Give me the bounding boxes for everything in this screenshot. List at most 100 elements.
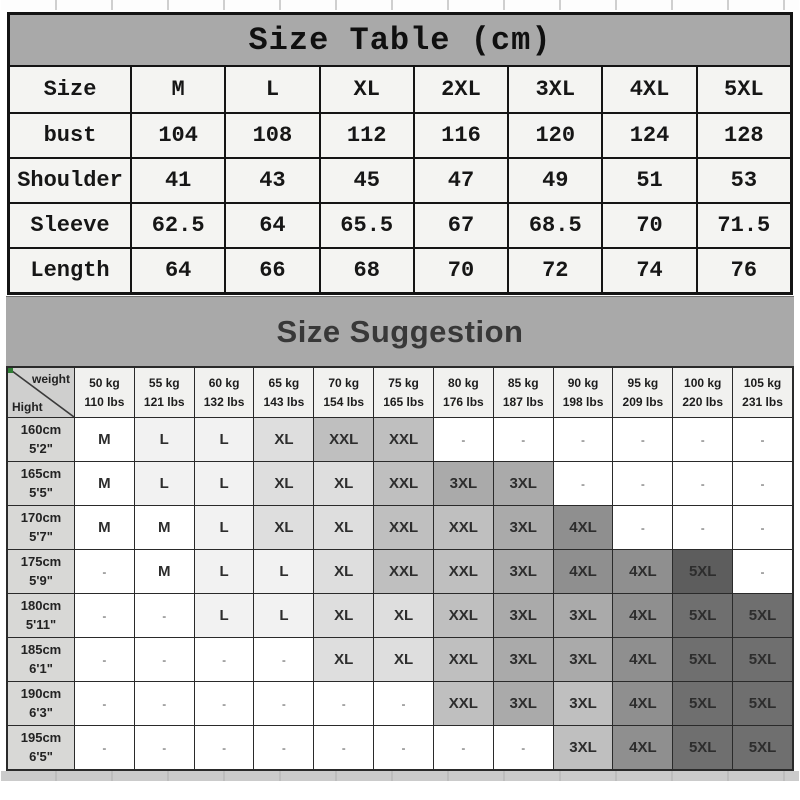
size-suggestion-cell: - <box>74 682 134 725</box>
weight-kg-label: 65 kg <box>268 375 300 390</box>
weight-header-cell: 55 kg 121 lbs <box>133 368 194 417</box>
size-suggestion-cell: 3XL <box>492 594 553 637</box>
size-suggestion-cell: XL <box>373 638 433 681</box>
size-suggestion-cell: L <box>193 418 254 461</box>
size-suggestion-cell: 3XL <box>552 638 613 681</box>
size-suggestion-cell: 3XL <box>552 594 613 637</box>
size-suggestion-cell: XXL <box>313 418 374 461</box>
size-suggestion-cell: L <box>133 418 194 461</box>
size-suggestion-cell: XL <box>313 638 374 681</box>
weight-header-cell: 100 kg 220 lbs <box>672 368 733 417</box>
height-cm-label: 195cm <box>20 729 62 745</box>
suggestion-row: 180cm 5'11" - - L L XL XL XXL 3XL 3XL 4XL 5XL 5XL <box>8 593 792 637</box>
weight-lbs-label: 132 lbs <box>203 394 245 409</box>
size-suggestion-cell: - <box>732 506 792 549</box>
size-table-row: Shoulder 41 43 45 47 49 51 53 <box>10 157 790 202</box>
height-ft-label: 6'3" <box>29 704 53 720</box>
size-table-value-cell: XL <box>318 67 413 112</box>
size-table-row: Size M L XL 2XL 3XL 4XL 5XL <box>10 67 790 112</box>
size-suggestion-cell: 4XL <box>612 550 673 593</box>
size-suggestion-title: Size Suggestion <box>6 296 794 366</box>
size-suggestion-cell: 5XL <box>672 726 733 769</box>
size-table-value-cell: 62.5 <box>130 204 225 247</box>
weight-kg-label: 75 kg <box>388 375 419 390</box>
height-ft-label: 5'11" <box>25 616 57 632</box>
suggestion-row: 170cm 5'7" M M L XL XL XXL XXL 3XL 4XL - - - <box>8 505 792 549</box>
size-table-value-cell: 41 <box>130 159 225 202</box>
size-suggestion-cell: XXL <box>432 638 493 681</box>
suggestion-row: 160cm 5'2" M L L XL XXL XXL - - - - - - <box>8 417 792 461</box>
size-table-value-cell: 53 <box>695 159 790 202</box>
suggestion-row: 165cm 5'5" M L L XL XL XXL 3XL 3XL - - - - <box>8 461 792 505</box>
size-table: Size Table (cm) Size M L XL 2XL 3XL 4XL 5XL bust… <box>7 12 793 295</box>
size-table-title: Size Table (cm) <box>10 15 790 67</box>
weight-kg-label: 85 kg <box>507 375 539 390</box>
size-suggestion-cell: 4XL <box>552 550 613 593</box>
size-table-value-cell: 49 <box>507 159 602 202</box>
size-suggestion-cell: L <box>193 506 254 549</box>
size-suggestion-cell: 3XL <box>432 462 493 505</box>
weight-lbs-label: 209 lbs <box>622 394 664 409</box>
weight-kg-label: 50 kg <box>89 375 120 390</box>
height-cm-label: 180cm <box>20 597 62 613</box>
size-suggestion-cell: - <box>74 550 134 593</box>
size-table-value-cell: 51 <box>601 159 696 202</box>
size-suggestion-cell: XXL <box>373 550 433 593</box>
size-table-value-cell: 112 <box>318 114 413 157</box>
height-cm-label: 190cm <box>20 685 62 701</box>
size-suggestion-cell: 3XL <box>552 682 613 725</box>
height-header-cell: 195cm 6'5" <box>8 726 74 769</box>
size-suggestion-cell: - <box>432 726 493 769</box>
excel-corner-mark-icon <box>8 368 13 373</box>
size-table-value-cell: 68.5 <box>507 204 602 247</box>
size-suggestion-cell: - <box>612 506 673 549</box>
height-header-cell: 170cm 5'7" <box>8 506 74 549</box>
size-table-row: Length 64 66 68 70 72 74 76 <box>10 247 790 292</box>
size-table-value-cell: 43 <box>224 159 319 202</box>
size-suggestion-cell: - <box>672 506 733 549</box>
size-table-value-cell: 68 <box>318 249 413 292</box>
size-suggestion-cell: - <box>552 462 613 505</box>
size-table-row-label: Sleeve <box>10 204 130 247</box>
height-header-cell: 185cm 6'1" <box>8 638 74 681</box>
size-table-value-cell: M <box>130 67 225 112</box>
suggestion-header-row: weight Hight 50 kg 110 lbs 55 kg 121 lbs 60 … <box>8 368 792 417</box>
size-suggestion-cell: - <box>492 726 553 769</box>
size-suggestion-cell: 3XL <box>492 506 553 549</box>
size-suggestion-cell: - <box>672 462 733 505</box>
height-header-cell: 160cm 5'2" <box>8 418 74 461</box>
suggestion-row: 175cm 5'9" - M L L XL XXL XXL 3XL 4XL 4XL 5XL - <box>8 549 792 593</box>
size-suggestion-cell: L <box>253 594 314 637</box>
size-suggestion-cell: XL <box>253 418 314 461</box>
size-table-value-cell: 120 <box>507 114 602 157</box>
size-suggestion-cell: - <box>193 638 254 681</box>
weight-kg-label: 105 kg <box>743 375 782 390</box>
size-suggestion-cell: 3XL <box>492 682 553 725</box>
weight-kg-label: 80 kg <box>448 375 479 390</box>
size-suggestion-cell: 3XL <box>492 550 553 593</box>
height-cm-label: 175cm <box>20 553 62 569</box>
size-suggestion-cell: 5XL <box>732 594 792 637</box>
height-ft-label: 6'5" <box>29 748 53 764</box>
weight-lbs-label: 198 lbs <box>562 394 604 409</box>
size-suggestion-cell: - <box>432 418 493 461</box>
size-table-value-cell: 3XL <box>507 67 602 112</box>
weight-header-cell: 105 kg 231 lbs <box>732 368 792 417</box>
size-suggestion-cell: - <box>492 418 553 461</box>
height-header-cell: 165cm 5'5" <box>8 462 74 505</box>
size-suggestion-cell: - <box>193 726 254 769</box>
height-cm-label: 185cm <box>20 641 62 657</box>
size-table-value-cell: 64 <box>224 204 319 247</box>
weight-lbs-label: 176 lbs <box>443 394 484 409</box>
size-table-value-cell: 108 <box>224 114 319 157</box>
size-suggestion-cell: M <box>133 550 194 593</box>
weight-lbs-label: 187 lbs <box>502 394 544 409</box>
size-suggestion-cell: - <box>133 682 194 725</box>
corner-height-label: Hight <box>12 400 43 414</box>
size-suggestion-cell: XXL <box>432 550 493 593</box>
size-table-value-cell: 45 <box>318 159 413 202</box>
size-suggestion-cell: - <box>672 418 733 461</box>
size-suggestion-cell: 4XL <box>612 594 673 637</box>
size-table-value-cell: 2XL <box>412 67 508 112</box>
height-ft-label: 5'5" <box>29 484 53 500</box>
